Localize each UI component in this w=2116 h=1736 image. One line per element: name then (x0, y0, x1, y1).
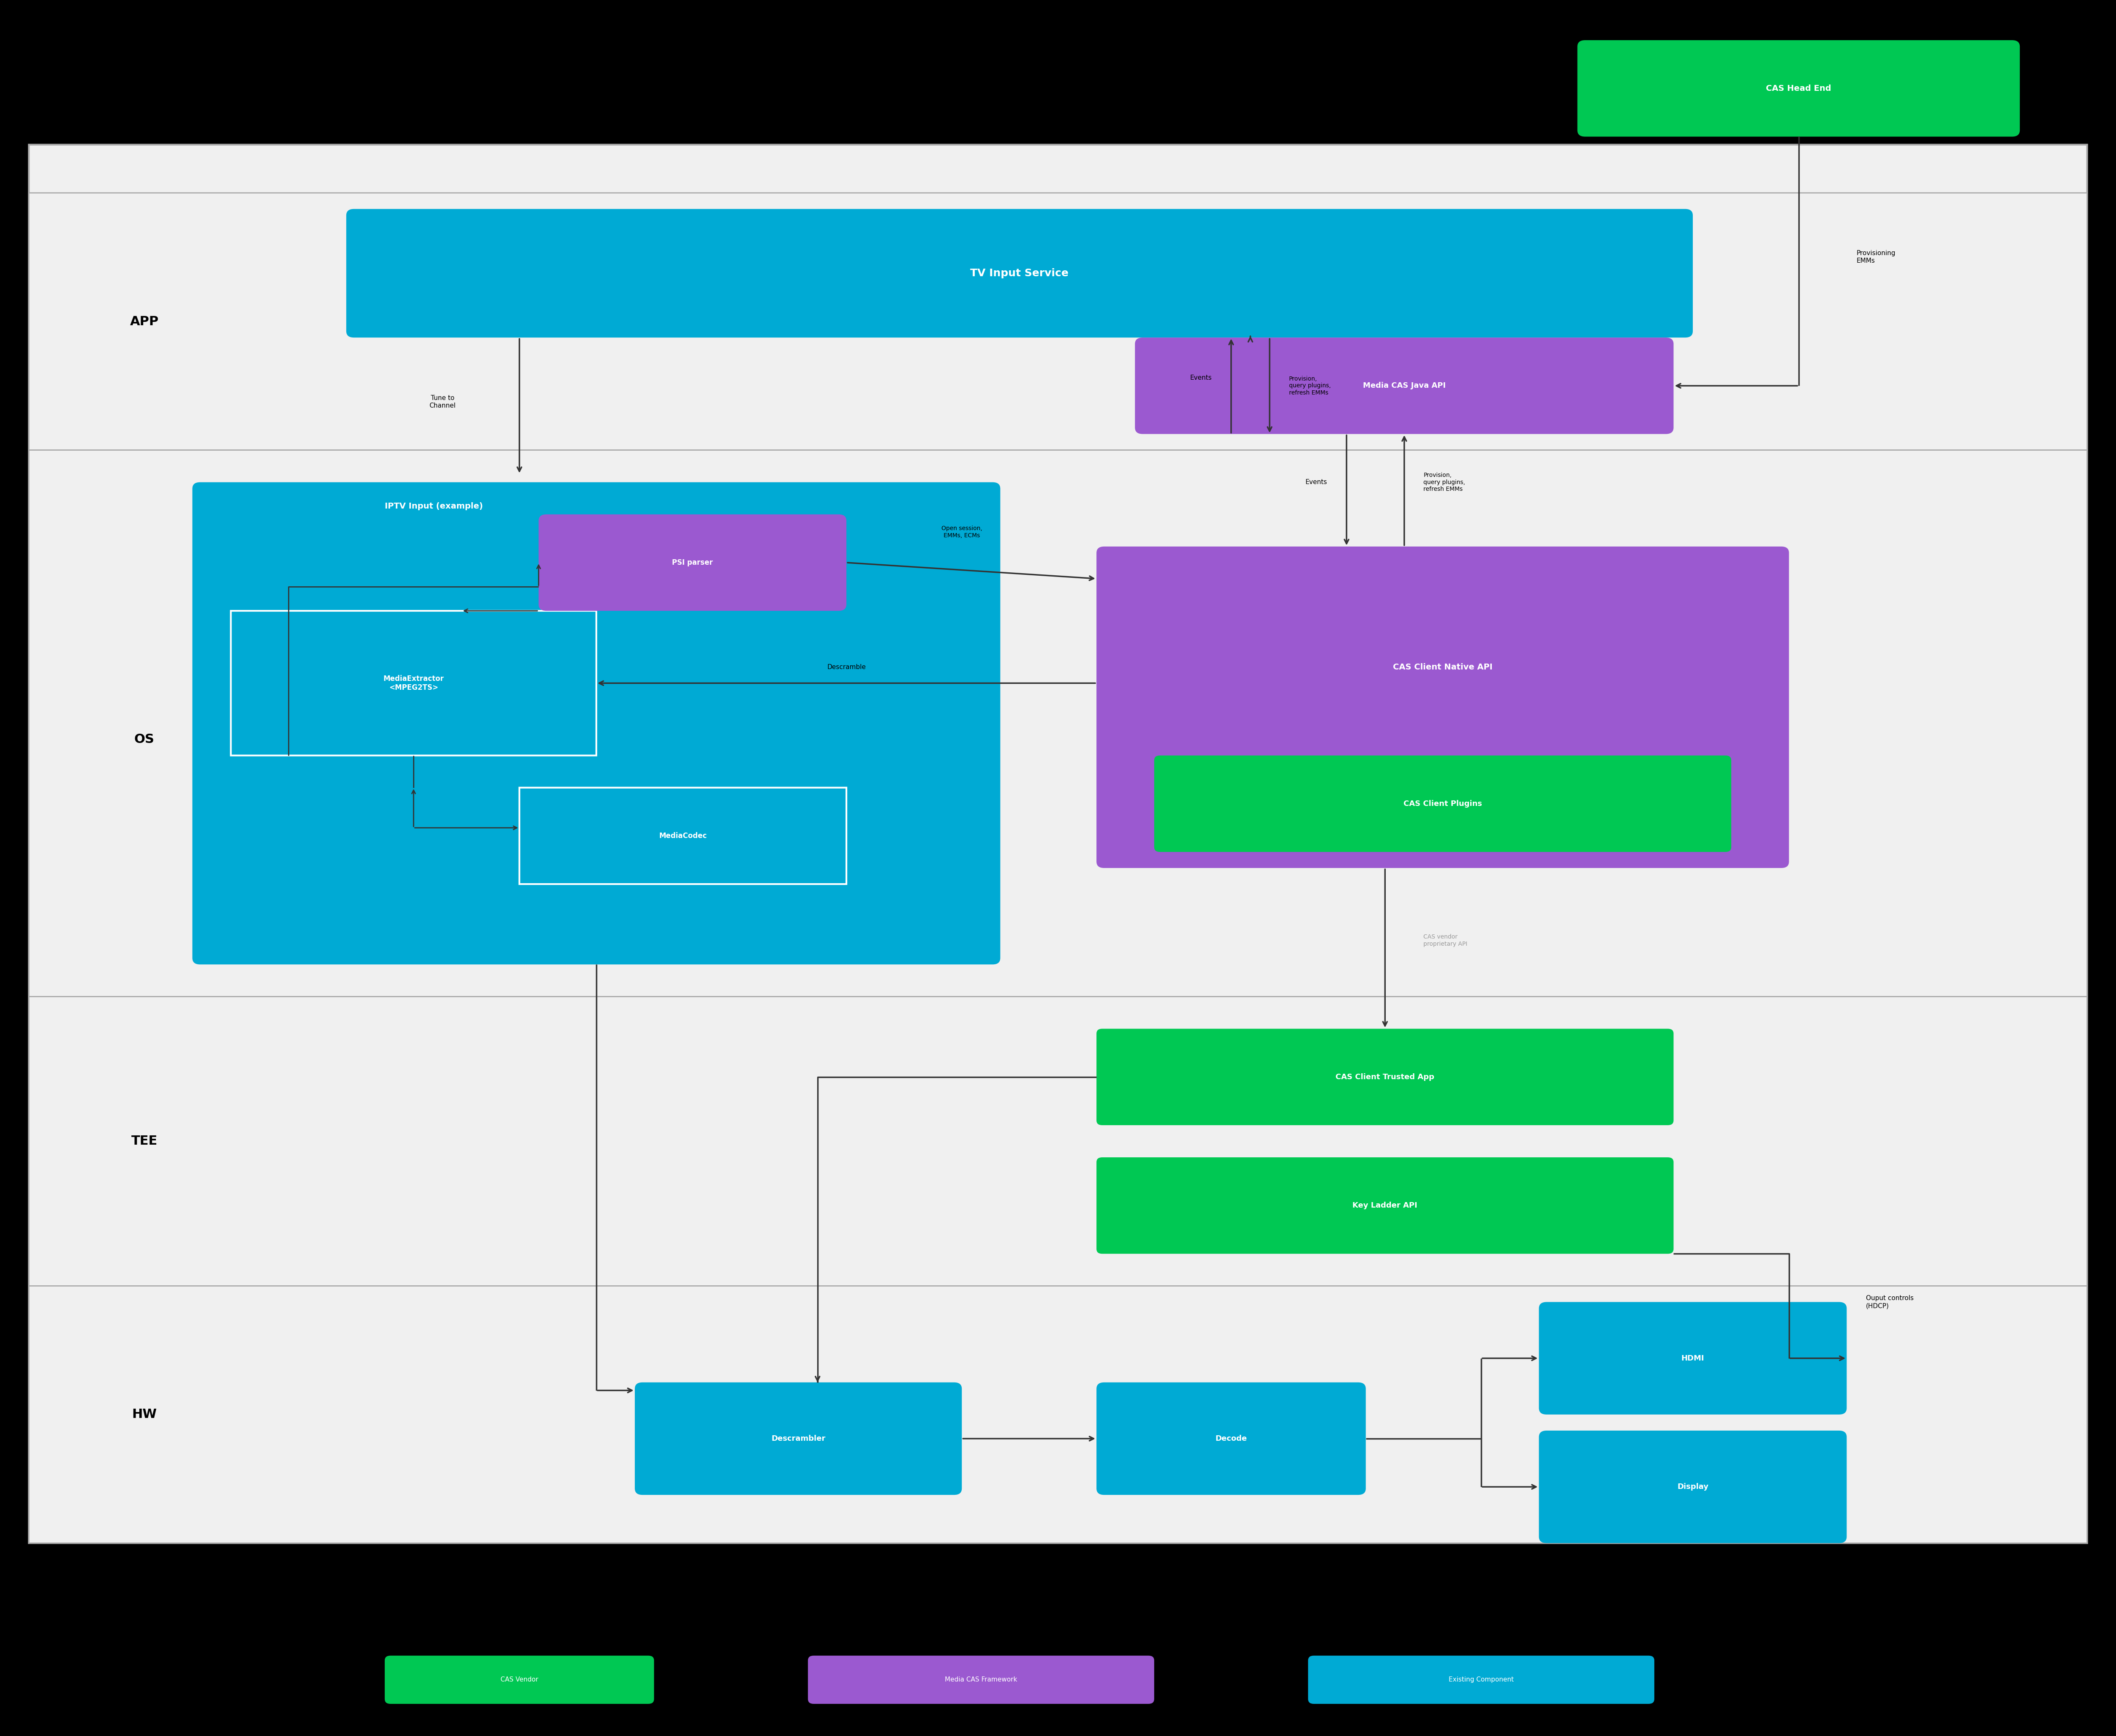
FancyBboxPatch shape (0, 1656, 2116, 1720)
Text: CAS vendor
proprietary API: CAS vendor proprietary API (1424, 934, 1469, 946)
Text: Descrambler: Descrambler (770, 1436, 825, 1443)
Text: Events: Events (1306, 479, 1327, 486)
Text: MediaCodec: MediaCodec (658, 832, 707, 840)
Text: Display: Display (1678, 1483, 1708, 1491)
FancyBboxPatch shape (30, 450, 2086, 996)
Text: Ouput controls
(HDCP): Ouput controls (HDCP) (1866, 1295, 1913, 1309)
FancyBboxPatch shape (385, 1656, 654, 1703)
Text: IPTV Input (example): IPTV Input (example) (385, 502, 482, 510)
Text: Descramble: Descramble (827, 663, 865, 670)
Text: CAS Client Native API: CAS Client Native API (1392, 663, 1492, 672)
FancyBboxPatch shape (1538, 1430, 1847, 1543)
Text: PSI parser: PSI parser (673, 559, 713, 566)
FancyBboxPatch shape (808, 1656, 1153, 1703)
FancyBboxPatch shape (1308, 1656, 1655, 1703)
Text: Provision,
query plugins,
refresh EMMs: Provision, query plugins, refresh EMMs (1424, 472, 1464, 493)
FancyBboxPatch shape (1096, 1158, 1674, 1253)
Text: Media CAS Framework: Media CAS Framework (946, 1677, 1018, 1682)
FancyBboxPatch shape (193, 483, 1001, 965)
Text: Key Ladder API: Key Ladder API (1352, 1201, 1418, 1210)
Text: Open session,
EMMs, ECMs: Open session, EMMs, ECMs (942, 526, 982, 538)
FancyBboxPatch shape (635, 1382, 963, 1495)
Text: APP: APP (129, 316, 159, 328)
FancyBboxPatch shape (0, 0, 2116, 161)
FancyBboxPatch shape (347, 208, 1693, 337)
Text: TEE: TEE (131, 1135, 157, 1147)
Text: Provision,
query plugins,
refresh EMMs: Provision, query plugins, refresh EMMs (1289, 375, 1331, 396)
FancyBboxPatch shape (1134, 337, 1674, 434)
Text: CAS Client Trusted App: CAS Client Trusted App (1335, 1073, 1435, 1082)
FancyBboxPatch shape (1096, 547, 1788, 868)
FancyBboxPatch shape (30, 996, 2086, 1286)
Text: TV Input Service: TV Input Service (971, 267, 1069, 278)
Text: CAS Head End: CAS Head End (1767, 85, 1830, 92)
FancyBboxPatch shape (1096, 1029, 1674, 1125)
FancyBboxPatch shape (1538, 1302, 1847, 1415)
FancyBboxPatch shape (1576, 40, 2021, 137)
Text: Tune to
Channel: Tune to Channel (430, 394, 455, 408)
FancyBboxPatch shape (518, 788, 846, 884)
Text: CAS Client Plugins: CAS Client Plugins (1403, 800, 1481, 807)
Text: Existing Component: Existing Component (1449, 1677, 1513, 1682)
FancyBboxPatch shape (30, 1286, 2086, 1543)
FancyBboxPatch shape (231, 611, 597, 755)
FancyBboxPatch shape (30, 193, 2086, 450)
FancyBboxPatch shape (540, 514, 846, 611)
Text: OS: OS (133, 733, 154, 745)
Text: Provisioning
EMMs: Provisioning EMMs (1856, 250, 1896, 264)
Text: Events: Events (1189, 375, 1212, 380)
FancyBboxPatch shape (30, 144, 2086, 1543)
Text: MediaExtractor
<MPEG2TS>: MediaExtractor <MPEG2TS> (383, 675, 444, 691)
FancyBboxPatch shape (1153, 755, 1731, 852)
Text: CAS Vendor: CAS Vendor (501, 1677, 537, 1682)
Text: Media CAS Java API: Media CAS Java API (1363, 382, 1445, 389)
Text: HW: HW (131, 1408, 157, 1420)
Text: HDMI: HDMI (1682, 1354, 1703, 1363)
FancyBboxPatch shape (1096, 1382, 1365, 1495)
Text: Decode: Decode (1215, 1436, 1246, 1443)
